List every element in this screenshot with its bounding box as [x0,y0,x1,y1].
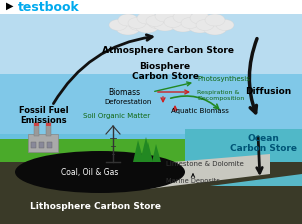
Text: testbook: testbook [18,1,80,14]
Ellipse shape [188,19,212,33]
Bar [34,122,39,136]
Polygon shape [140,137,152,162]
Ellipse shape [173,11,193,23]
Polygon shape [185,129,302,186]
Text: Aquatic Biomass: Aquatic Biomass [171,108,229,114]
Ellipse shape [190,12,210,24]
Text: Lithosphere Carbon Store: Lithosphere Carbon Store [30,202,160,211]
Ellipse shape [146,15,164,26]
Ellipse shape [205,14,225,26]
Text: Deforestation: Deforestation [104,99,152,105]
Ellipse shape [129,19,147,30]
Ellipse shape [164,17,182,28]
Bar [39,142,44,148]
Bar [47,142,52,148]
Ellipse shape [15,151,185,193]
Ellipse shape [171,18,195,32]
Text: Biosphere
Carbon Store: Biosphere Carbon Store [131,62,198,81]
Polygon shape [143,142,153,162]
Ellipse shape [135,19,159,33]
Text: Respiration &
Decomposition: Respiration & Decomposition [197,90,244,101]
Polygon shape [0,0,302,74]
Bar [34,123,39,126]
Ellipse shape [116,21,140,35]
Text: Fossil Fuel
Emissions: Fossil Fuel Emissions [19,106,69,125]
Ellipse shape [128,17,146,28]
Ellipse shape [148,17,166,28]
Bar [28,134,58,152]
Text: Diffusion: Diffusion [245,86,291,95]
Ellipse shape [184,17,202,28]
Text: Photosynthesis: Photosynthesis [197,76,250,82]
Text: ▶: ▶ [6,1,14,11]
Polygon shape [0,74,302,134]
Ellipse shape [181,17,199,28]
Text: Marine Deposits: Marine Deposits [166,178,220,184]
Text: Limestone & Dolomite: Limestone & Dolomite [166,161,244,167]
Polygon shape [148,154,270,189]
Ellipse shape [137,12,157,24]
Ellipse shape [196,19,214,30]
Text: Coal, Oil & Gas: Coal, Oil & Gas [61,168,119,177]
Bar [46,123,51,126]
Ellipse shape [109,19,127,30]
Bar [0,156,302,224]
Ellipse shape [166,15,184,26]
Text: Soil Organic Matter: Soil Organic Matter [83,113,151,119]
Polygon shape [0,134,302,164]
Polygon shape [0,139,302,162]
Ellipse shape [216,19,234,30]
Ellipse shape [203,21,227,35]
Text: Biomass: Biomass [108,88,140,97]
Bar [31,142,36,148]
Text: Ocean
Carbon Store: Ocean Carbon Store [230,134,297,153]
Polygon shape [185,129,302,162]
Ellipse shape [118,14,138,26]
Ellipse shape [155,10,175,22]
Text: Atmosphere Carbon Store: Atmosphere Carbon Store [102,46,234,55]
Ellipse shape [153,17,177,31]
Bar [0,0,302,14]
Polygon shape [152,144,161,162]
Bar [46,122,51,136]
Ellipse shape [201,17,219,28]
Polygon shape [133,140,144,162]
